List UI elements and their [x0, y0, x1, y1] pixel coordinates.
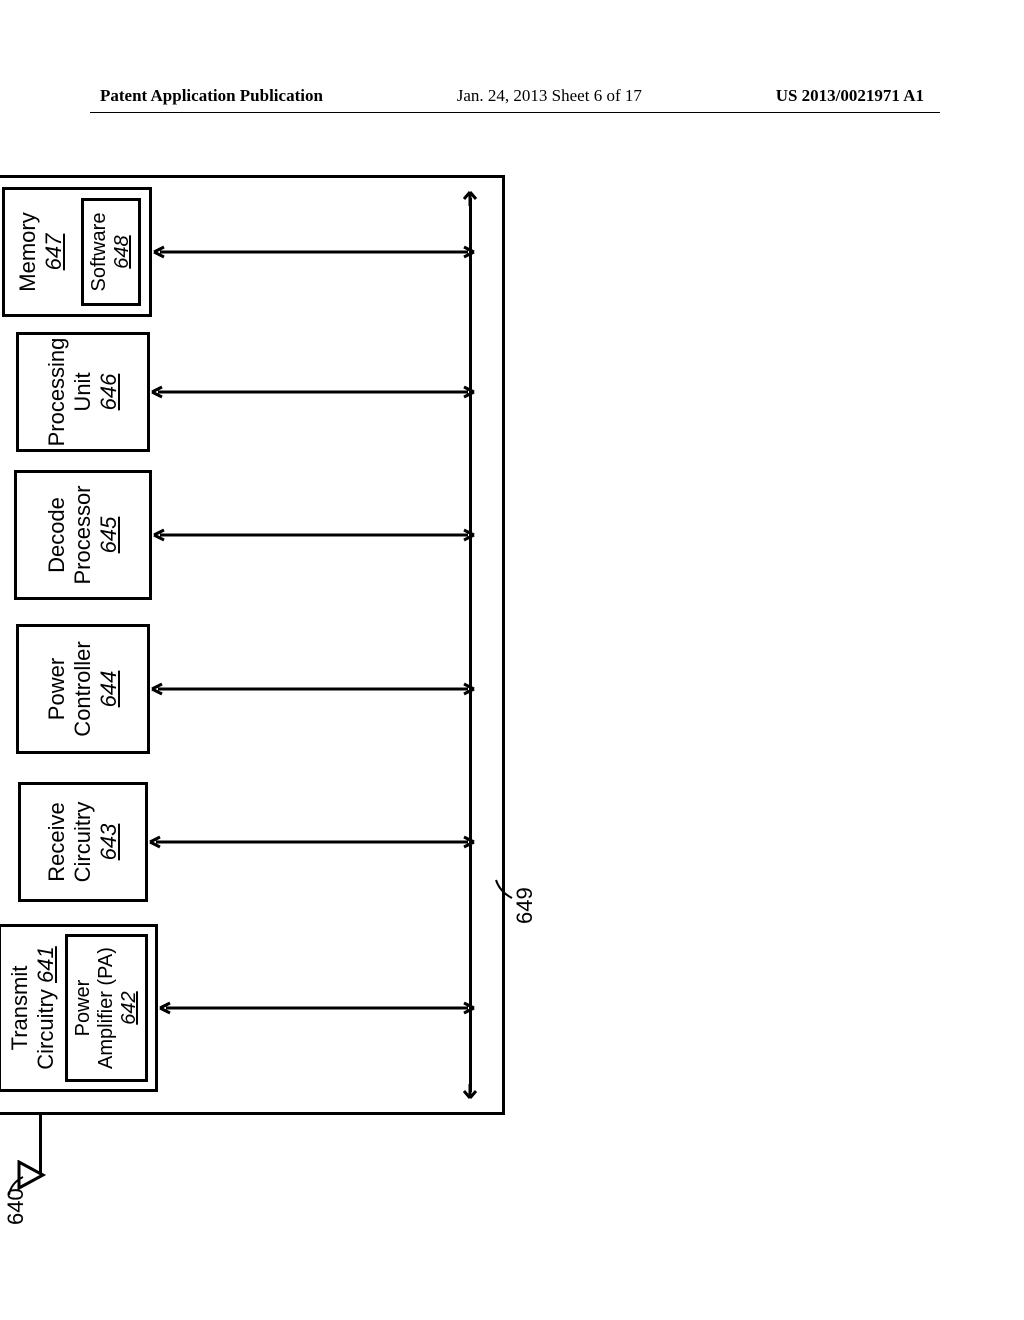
header-left: Patent Application Publication: [100, 86, 323, 106]
ref-649-curve-icon: [494, 878, 516, 900]
device-main-box: Transmit Circuitry 641 Power Amplifier (…: [0, 175, 505, 1115]
memory-title: Memory 647: [15, 194, 67, 310]
block-transmit-circuitry: Transmit Circuitry 641 Power Amplifier (…: [0, 924, 158, 1092]
pu-line1: Processing: [44, 338, 70, 447]
bus-arrow-left-icon: [461, 1082, 479, 1100]
pc-ref: 644: [96, 671, 122, 708]
header-center: Jan. 24, 2013 Sheet 6 of 17: [457, 86, 642, 106]
transmit-line1: Transmit: [7, 966, 32, 1051]
connector-power-controller: [150, 681, 476, 697]
software-ref: 648: [111, 235, 133, 268]
block-software: Software 648: [81, 198, 141, 306]
connector-transmit: [158, 1000, 476, 1016]
pu-line2: Unit: [70, 372, 96, 411]
transmit-title: Transmit Circuitry 641: [7, 946, 59, 1070]
pu-ref: 646: [96, 374, 122, 411]
dp-ref: 645: [96, 517, 122, 554]
connector-processing-unit: [150, 384, 476, 400]
block-decode-processor: Decode Processor 645: [14, 470, 152, 600]
connector-memory: [152, 244, 476, 260]
figure-6-diagram: 600 640 Transmit Circuitry 641: [0, 295, 1024, 1115]
pa-line1: Power: [72, 980, 94, 1037]
connector-decode-processor: [152, 527, 476, 543]
header-rule: [90, 112, 940, 113]
pa-line2: Amplifier (PA): [95, 947, 117, 1069]
receive-ref: 643: [96, 824, 122, 861]
antenna-feed-line: [39, 1115, 42, 1173]
system-bus: [469, 198, 472, 1092]
pc-line1: Power: [44, 658, 70, 720]
bus-arrow-right-icon: [461, 190, 479, 208]
connector-receive: [148, 834, 476, 850]
antenna-icon: [17, 1160, 47, 1190]
pa-ref: 642: [118, 991, 140, 1024]
pc-line2: Controller: [70, 641, 96, 736]
software-line1: Software: [88, 213, 110, 292]
block-memory: Memory 647 Software 648: [2, 187, 152, 317]
dp-line1: Decode: [44, 497, 70, 573]
transmit-line2: Circuitry: [33, 989, 58, 1070]
block-power-controller: Power Controller 644: [16, 624, 150, 754]
block-receive-circuitry: Receive Circuitry 643: [18, 782, 148, 902]
block-power-amplifier: Power Amplifier (PA) 642: [65, 934, 148, 1082]
header-right: US 2013/0021971 A1: [776, 86, 924, 106]
block-processing-unit: Processing Unit 646: [16, 332, 150, 452]
memory-ref: 647: [41, 234, 66, 271]
transmit-ref: 641: [33, 946, 58, 983]
receive-line1: Receive: [44, 802, 70, 881]
memory-line1: Memory: [15, 212, 40, 291]
receive-line2: Circuitry: [70, 802, 96, 883]
dp-line2: Processor: [70, 485, 96, 584]
